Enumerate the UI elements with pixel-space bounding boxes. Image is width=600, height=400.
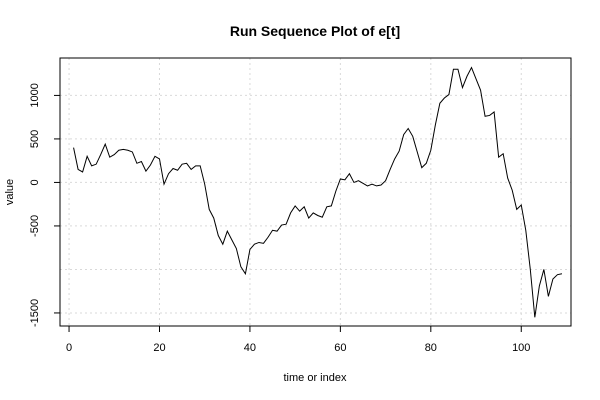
x-axis-label: time or index bbox=[284, 372, 347, 384]
x-axis: 0 20 40 60 80 100 bbox=[66, 326, 530, 354]
grid-layer bbox=[60, 58, 571, 326]
chart-title: Run Sequence Plot of e[t] bbox=[230, 23, 400, 39]
x-tick-label: 100 bbox=[512, 342, 530, 354]
x-tick-label: 20 bbox=[153, 342, 165, 354]
x-tick-label: 40 bbox=[244, 342, 256, 354]
x-tick-label: 60 bbox=[334, 342, 346, 354]
y-tick-label: 0 bbox=[29, 179, 41, 185]
y-axis-label: value bbox=[4, 179, 16, 205]
y-axis: -1500 -500 0 500 1000 bbox=[29, 83, 60, 327]
x-tick-label: 80 bbox=[425, 342, 437, 354]
y-tick-label: -500 bbox=[29, 215, 41, 237]
x-tick-label: 0 bbox=[66, 342, 72, 354]
y-tick-label: 500 bbox=[29, 130, 41, 148]
plot-frame bbox=[59, 57, 572, 327]
y-tick-label: 1000 bbox=[29, 83, 41, 107]
series-line bbox=[73, 66, 563, 318]
y-tick-label: -1500 bbox=[29, 299, 41, 327]
